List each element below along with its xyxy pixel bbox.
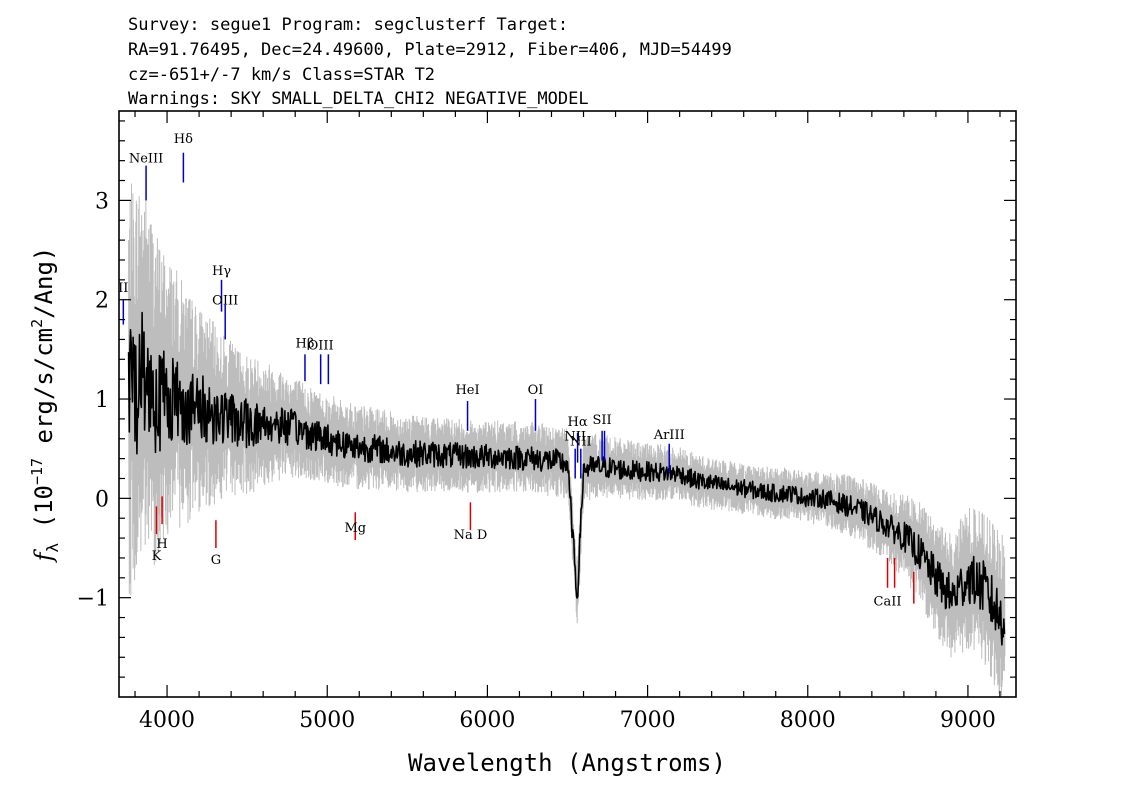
- absorption-line-label-4: Na D: [454, 528, 488, 543]
- emission-line-label-13: SII: [593, 413, 612, 428]
- x-tick-label-2: 6000: [459, 708, 515, 733]
- emission-line-label-12: NII: [570, 435, 592, 450]
- absorption-line-label-3: Mg: [344, 521, 366, 536]
- emission-line-label-9: OI: [528, 383, 544, 398]
- x-tick-label-4: 8000: [780, 708, 836, 733]
- header-block: Survey: segue1 Program: segclusterf Targ…: [128, 15, 732, 109]
- header-line-3: cz=-651+/-7 km/s Class=STAR T2: [128, 65, 435, 85]
- y-axis: −1 0 1 2 3: [77, 120, 1016, 678]
- flux-line: [127, 311, 1006, 646]
- emission-line-label-3: Hγ: [212, 264, 231, 279]
- x-axis-label: Wavelength (Angstroms): [408, 749, 726, 777]
- x-tick-label-3: 7000: [620, 708, 676, 733]
- y-tick-label-2: 1: [95, 388, 109, 413]
- emission-line-label-10: NII: [564, 430, 586, 445]
- header-line-2: RA=91.76495, Dec=24.49600, Plate=2912, F…: [128, 40, 732, 60]
- x-tick-label-0: 4000: [139, 708, 195, 733]
- emission-line-label-4: OIII: [212, 294, 238, 309]
- emission-line-label-8: HeI: [455, 383, 479, 398]
- y-axis-label: fλ (10−17 erg/s/cm2/Ang): [28, 247, 62, 564]
- emission-line-label-6: OIII: [308, 338, 334, 353]
- absorption-line-label-1: H: [156, 537, 167, 552]
- emission-line-label-0: NeIII: [129, 152, 163, 167]
- y-tick-label-3: 2: [95, 289, 109, 314]
- emission-line-label-2: II: [118, 281, 128, 296]
- plot-frame: [118, 110, 1017, 698]
- header-line-4: Warnings: SKY SMALL_DELTA_CHI2 NEGATIVE_…: [128, 89, 589, 109]
- x-tick-label-1: 5000: [299, 708, 355, 733]
- absorption-line-label-0: K: [152, 549, 162, 564]
- header-line-1: Survey: segue1 Program: segclusterf Targ…: [128, 15, 568, 35]
- emission-line-label-15: ArIII: [653, 428, 685, 443]
- x-axis: 4000 5000 6000 7000 8000 9000: [134, 111, 1001, 733]
- y-tick-label-0: −1: [77, 587, 109, 612]
- emission-line-label-11: Hα: [568, 415, 588, 430]
- emission-line-label-5: Hβ: [296, 336, 315, 351]
- y-tick-label-4: 3: [95, 189, 109, 214]
- y-tick-label-1: 0: [95, 487, 109, 512]
- plot-content: [122, 152, 1006, 697]
- absorption-line-label-2: G: [211, 553, 221, 568]
- absorption-line-label-5: CaII: [874, 595, 902, 610]
- x-tick-label-5: 9000: [940, 708, 996, 733]
- emission-line-label-1: Hδ: [174, 132, 193, 147]
